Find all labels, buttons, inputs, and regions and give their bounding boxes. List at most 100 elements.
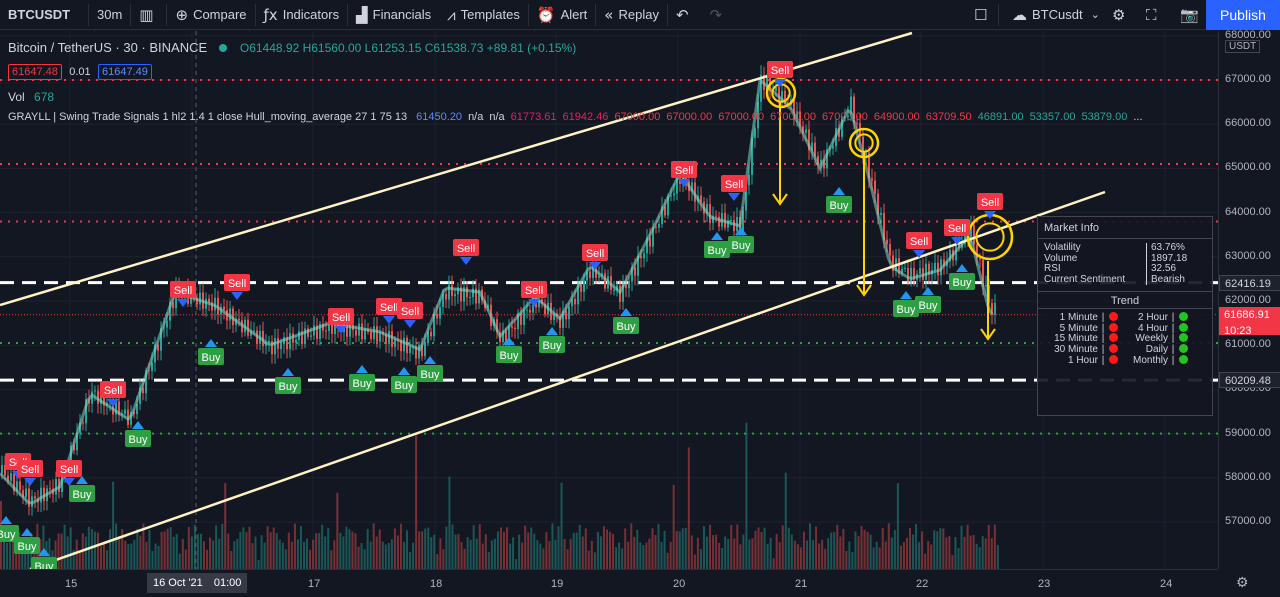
candle-body [748, 174, 750, 186]
price-axis[interactable]: 68000.00 67000.00 66000.00 65000.00 64000.00… [1218, 29, 1280, 569]
sell-signal-label: Sell [401, 306, 419, 318]
candle-body [448, 284, 450, 300]
volume-bar [387, 543, 390, 569]
symbol-search-button[interactable]: BTCUSDT [0, 0, 88, 30]
fullscreen-button[interactable]: ⛶ [1138, 0, 1170, 30]
sell-signal-badge [767, 61, 793, 78]
volume-bar [927, 541, 930, 569]
volume-bar [539, 543, 542, 569]
ask-price[interactable]: 61647.49 [98, 64, 152, 80]
volume-bar [963, 536, 966, 569]
buy-signal-marker [21, 528, 33, 536]
volume-bar [263, 542, 266, 569]
camera-icon: 📷 [1180, 5, 1199, 24]
candle-body [394, 339, 396, 347]
price-tag: 60209.48 [1219, 372, 1280, 389]
layout-name-button[interactable]: ☁ BTCusdt ⌄ [1004, 0, 1113, 30]
interval-button[interactable]: 30m [89, 0, 130, 30]
sell-signal-marker [728, 193, 740, 201]
buy-signal-marker [900, 291, 912, 299]
snapshot-button[interactable]: 📷 [1172, 0, 1212, 30]
settings-button[interactable]: ⚙ [1104, 0, 1138, 30]
volume-bar [418, 531, 421, 569]
candle-body [676, 175, 678, 194]
volume-bar [524, 525, 527, 569]
candle-body [589, 271, 591, 278]
buy-signal-marker [503, 337, 515, 345]
candle-body [19, 481, 21, 491]
candle-body [919, 268, 921, 274]
volume-bar [363, 549, 366, 569]
replay-button[interactable]: « Replay [596, 0, 667, 30]
candle-body [628, 281, 630, 289]
price-tick-label: 63000.00 [1225, 249, 1271, 262]
indicator-value: 67000.00 [770, 111, 816, 123]
volume-bar [287, 532, 290, 569]
volume-bar [978, 547, 981, 569]
candle-body [211, 302, 213, 311]
volume-bar [148, 529, 151, 569]
layout-select-button[interactable]: ☐ [966, 0, 1000, 30]
candle-body [874, 180, 876, 194]
candle-body [904, 267, 906, 269]
candle-body [871, 178, 873, 181]
volume-bar [960, 525, 963, 569]
divider [666, 3, 668, 26]
financials-button[interactable]: ▟ Financials [348, 0, 439, 30]
volume-bar [293, 523, 296, 569]
bid-price[interactable]: 61647.48 [8, 64, 62, 80]
volume-bar [727, 539, 730, 569]
volume-bar [769, 537, 772, 569]
candle-body [634, 267, 636, 276]
volume-bar [299, 525, 302, 569]
price-tick-label: 58000.00 [1225, 470, 1271, 483]
indicators-button[interactable]: ƒx Indicators [256, 0, 348, 30]
countdown-label: 10:23 [1224, 324, 1252, 337]
volume-bar [836, 524, 839, 569]
compare-button[interactable]: ⊕ Compare [167, 0, 254, 30]
candle-body [415, 346, 417, 359]
volume-bar [75, 539, 78, 569]
divider [166, 3, 168, 26]
buy-signal-label: Buy [708, 245, 727, 257]
trend-separator: | [1171, 344, 1175, 356]
volume-bar [506, 527, 509, 569]
volume-bar [651, 528, 654, 569]
templates-button[interactable]: ⩘ Templates [439, 0, 528, 30]
publish-button[interactable]: Publish [1206, 0, 1280, 30]
sell-signal-marker [774, 79, 786, 87]
undo-button[interactable]: ↶ [668, 0, 702, 30]
currency-label[interactable]: USDT [1225, 40, 1261, 53]
volume-bar [54, 540, 57, 569]
volume-bar [460, 542, 463, 569]
chart-type-button[interactable]: ▥ [131, 0, 166, 30]
time-axis-settings-icon[interactable]: ⚙ [1236, 574, 1249, 590]
time-axis[interactable]: 15 17 18 19 20 21 22 23 24 16 Oct '21 01:00 ⚙ [0, 569, 1249, 597]
volume-bar [787, 527, 790, 569]
chart-pane[interactable]: Sell Sell Sell Sell Sell Sell Sell Sell Sell Sell… [0, 31, 1218, 569]
volume-bar [151, 550, 154, 569]
redo-button[interactable]: ↷ [702, 0, 736, 30]
market-info-row: Volatility 63.76% [1038, 242, 1212, 254]
trend-separator: | [1171, 333, 1175, 345]
candle-body [157, 344, 159, 351]
volume-bar [381, 541, 384, 569]
volume-bar [660, 542, 663, 569]
alert-button[interactable]: ⏰ Alert [529, 0, 595, 30]
volume-bar [590, 540, 593, 569]
candle-body [856, 122, 858, 124]
volume-bar [424, 528, 427, 569]
volume-bar [709, 524, 712, 569]
candle-body [562, 310, 564, 328]
volume-bar [984, 538, 987, 569]
volume-bar [878, 547, 881, 569]
buy-signal-label: Buy [500, 350, 519, 362]
candle-body [625, 284, 627, 289]
indicator-name[interactable]: GRAYLL | Swing Trade Signals 1 hl2 1.4 1… [8, 111, 408, 123]
indicator-value: 67000.00 [614, 111, 661, 123]
candle-body [823, 159, 825, 169]
candle-body [583, 280, 585, 292]
volume-bar [712, 535, 715, 569]
buy-signal-badge [949, 273, 975, 290]
